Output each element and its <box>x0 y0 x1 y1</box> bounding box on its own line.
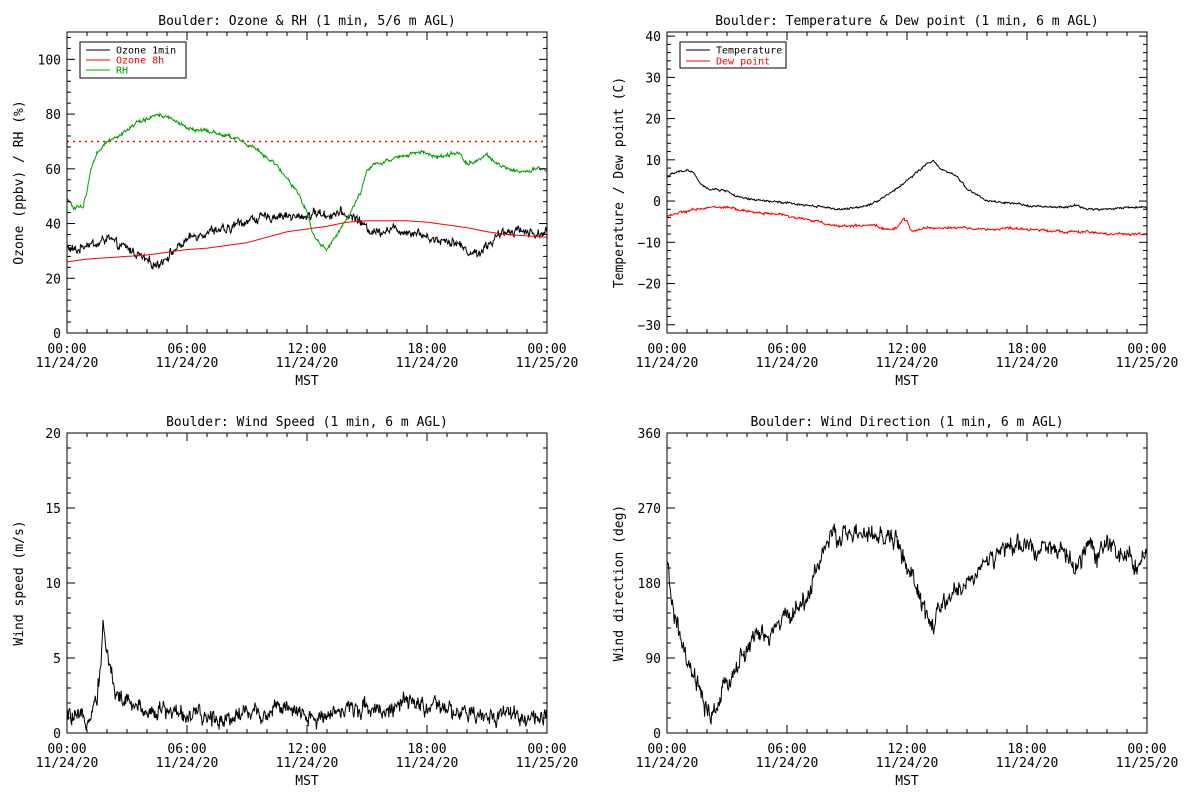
y-tick-label: 20 <box>45 272 61 287</box>
x-axis-label: MST <box>895 374 919 389</box>
chart-panel-1: Boulder: Ozone & RH (1 min, 5/6 m AGL)00… <box>12 14 578 389</box>
legend-entry: Ozone 1min <box>116 46 176 57</box>
x-tick-date-label: 11/24/20 <box>276 756 339 771</box>
x-tick-label: 00:00 <box>527 742 566 757</box>
x-tick-label: 00:00 <box>647 742 686 757</box>
x-axis-label: MST <box>295 774 319 789</box>
x-tick-date-label: 11/25/20 <box>516 756 579 771</box>
series-line-ozone-1min <box>67 206 547 270</box>
x-tick-date-label: 11/24/20 <box>876 756 939 771</box>
x-tick-date-label: 11/24/20 <box>396 356 459 371</box>
x-tick-date-label: 11/24/20 <box>636 756 699 771</box>
y-tick-label: 0 <box>53 727 61 742</box>
legend-entry: RH <box>116 66 128 77</box>
plot-frame <box>666 432 1148 734</box>
x-tick-label: 00:00 <box>1127 742 1166 757</box>
x-tick-label: 18:00 <box>407 342 446 357</box>
legend-box <box>679 41 787 69</box>
chart-title: Boulder: Ozone & RH (1 min, 5/6 m AGL) <box>158 14 455 29</box>
x-tick-date-label: 11/25/20 <box>516 356 579 371</box>
y-tick-label: 100 <box>38 53 61 68</box>
x-tick-date-label: 11/24/20 <box>876 356 939 371</box>
x-tick-date-label: 11/24/20 <box>996 756 1059 771</box>
chart-panel-4: Boulder: Wind Direction (1 min, 6 m AGL)… <box>612 415 1178 789</box>
x-tick-date-label: 11/24/20 <box>756 356 819 371</box>
y-axis-label: Wind speed (m/s) <box>12 520 27 645</box>
chart-title: Boulder: Temperature & Dew point (1 min,… <box>715 14 1099 29</box>
y-tick-label: 180 <box>638 577 661 592</box>
x-tick-label: 18:00 <box>1007 342 1046 357</box>
y-tick-label: 270 <box>638 502 661 517</box>
legend-entry: Dew point <box>716 57 770 68</box>
x-tick-date-label: 11/24/20 <box>396 756 459 771</box>
y-tick-label: −10 <box>638 236 661 251</box>
chart-panel-2: Boulder: Temperature & Dew point (1 min,… <box>612 14 1178 389</box>
chart-panel-3: Boulder: Wind Speed (1 min, 6 m AGL) 00:0… <box>12 415 578 789</box>
y-tick-label: 5 <box>53 652 61 667</box>
x-tick-date-label: 11/25/20 <box>1116 356 1179 371</box>
x-tick-label: 00:00 <box>47 342 86 357</box>
chart-title: Boulder: Wind Direction (1 min, 6 m AGL) <box>750 415 1063 430</box>
y-tick-label: 80 <box>45 108 61 123</box>
x-axis-label: MST <box>895 774 919 789</box>
x-tick-date-label: 11/24/20 <box>996 356 1059 371</box>
legend-entry: Ozone 8h <box>116 56 164 67</box>
y-tick-label: 10 <box>45 577 61 592</box>
x-axis-label: MST <box>295 374 319 389</box>
x-tick-label: 06:00 <box>167 742 206 757</box>
plot-frame <box>66 432 548 734</box>
x-tick-label: 18:00 <box>407 742 446 757</box>
x-tick-date-label: 11/24/20 <box>276 356 339 371</box>
y-tick-label: 15 <box>45 502 61 517</box>
series-line-temperature <box>667 159 1147 212</box>
series-line-ozone-8h <box>67 220 547 263</box>
y-tick-label: 30 <box>645 71 661 86</box>
y-tick-label: 20 <box>45 427 61 442</box>
x-tick-label: 12:00 <box>887 342 926 357</box>
legend-entry: Temperature <box>716 46 782 57</box>
x-tick-date-label: 11/24/20 <box>156 756 219 771</box>
y-tick-label: −20 <box>638 278 661 293</box>
y-tick-label: 0 <box>653 195 661 210</box>
x-tick-label: 00:00 <box>1127 342 1166 357</box>
x-tick-date-label: 11/24/20 <box>36 756 99 771</box>
y-tick-label: 10 <box>645 154 661 169</box>
series-line-rh <box>67 112 547 252</box>
x-tick-date-label: 11/24/20 <box>156 356 219 371</box>
y-tick-label: 0 <box>53 327 61 342</box>
x-tick-label: 06:00 <box>167 342 206 357</box>
x-tick-label: 00:00 <box>647 342 686 357</box>
x-tick-date-label: 11/25/20 <box>1116 756 1179 771</box>
x-tick-label: 06:00 <box>767 342 806 357</box>
x-tick-label: 06:00 <box>767 742 806 757</box>
series-line-dew-point <box>667 205 1147 237</box>
y-tick-label: −30 <box>638 319 661 334</box>
y-axis-label: Temperature / Dew point (C) <box>612 77 627 288</box>
series-line-1 <box>667 523 1147 726</box>
y-tick-label: 20 <box>645 113 661 128</box>
y-axis-label: Ozone (ppbv) / RH (%) <box>12 100 27 264</box>
x-tick-label: 18:00 <box>1007 742 1046 757</box>
x-tick-label: 00:00 <box>527 342 566 357</box>
x-tick-label: 12:00 <box>287 342 326 357</box>
plot-frame <box>666 31 1148 334</box>
y-tick-label: 0 <box>653 727 661 742</box>
x-tick-date-label: 11/24/20 <box>756 756 819 771</box>
series-line-1 <box>67 619 547 731</box>
x-tick-label: 12:00 <box>887 742 926 757</box>
x-tick-date-label: 11/24/20 <box>636 356 699 371</box>
y-axis-label: Wind direction (deg) <box>612 505 627 662</box>
y-tick-label: 40 <box>645 30 661 45</box>
x-tick-date-label: 11/24/20 <box>36 356 99 371</box>
y-tick-label: 60 <box>45 163 61 178</box>
y-tick-label: 40 <box>45 218 61 233</box>
y-tick-label: 90 <box>645 652 661 667</box>
x-tick-label: 00:00 <box>47 742 86 757</box>
y-tick-label: 360 <box>638 427 661 442</box>
x-tick-label: 12:00 <box>287 742 326 757</box>
chart-title: Boulder: Wind Speed (1 min, 6 m AGL) <box>166 415 448 430</box>
